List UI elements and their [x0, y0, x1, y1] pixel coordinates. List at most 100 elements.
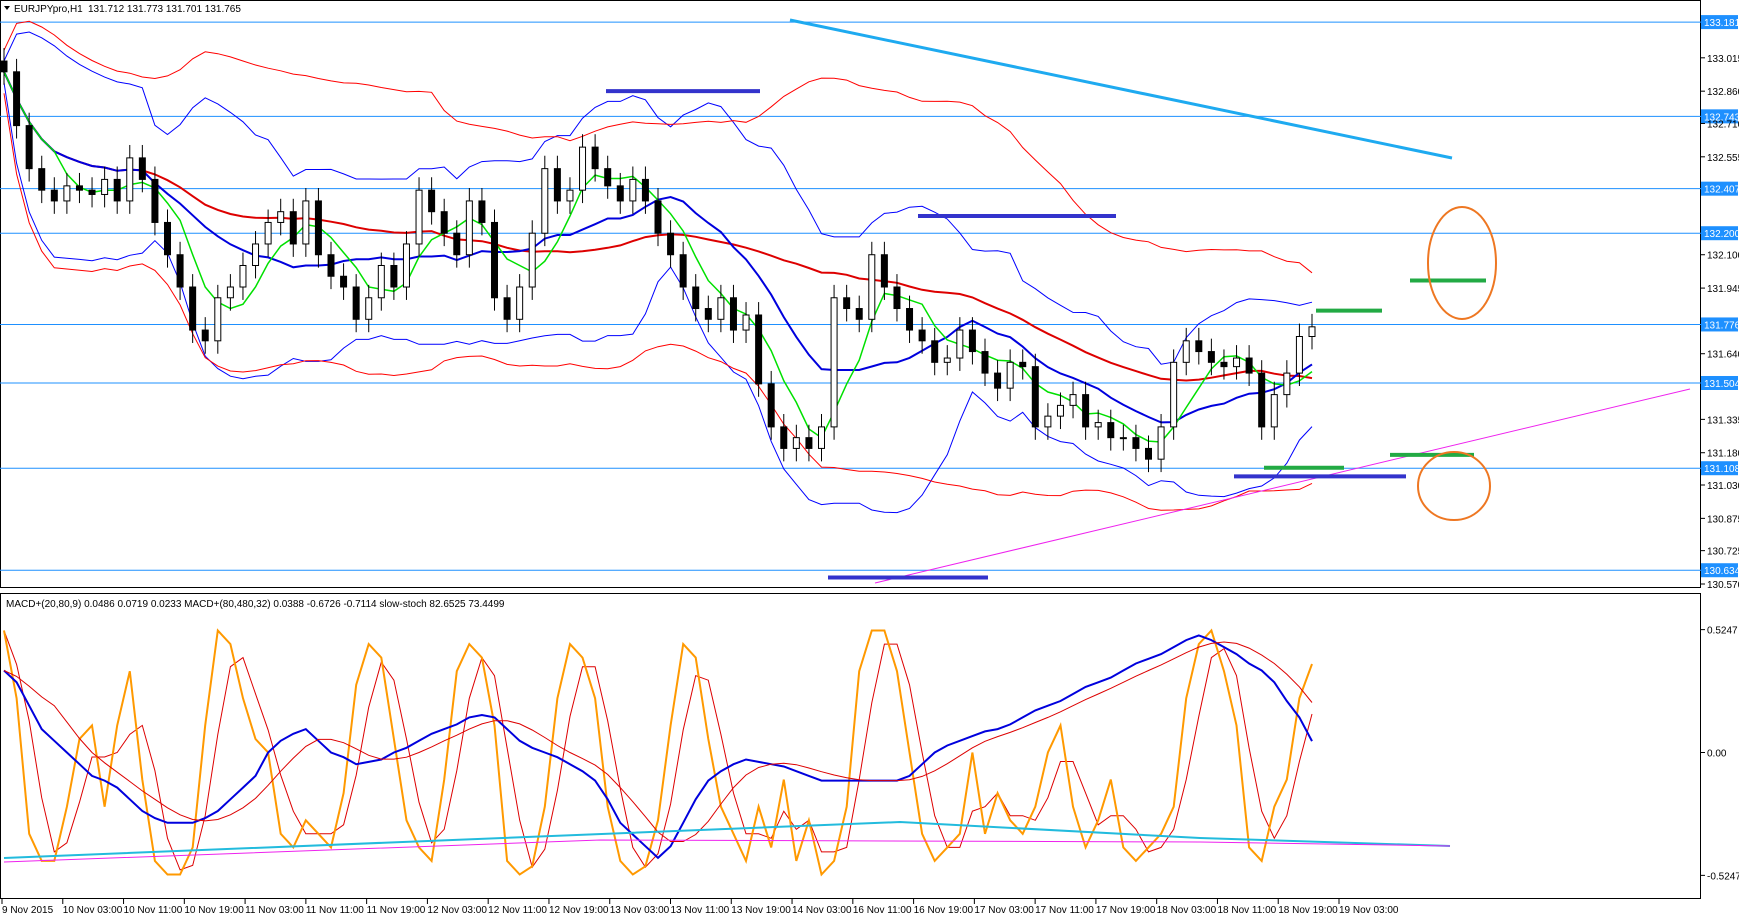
- symbol-header: EURJPYpro,H1: [14, 4, 83, 15]
- candles-group: [0, 48, 1316, 473]
- candle-body: [667, 232, 675, 256]
- y-tick-label: 132.555: [1707, 153, 1739, 164]
- candle-body: [189, 286, 197, 331]
- candle-body: [402, 243, 410, 288]
- ind-tick-label: 0.5247: [1707, 626, 1738, 637]
- candle-body: [289, 211, 297, 245]
- ind-tick-label: -0.5247: [1707, 871, 1739, 882]
- x-tick-label: 11 Nov 11:00: [306, 905, 364, 916]
- candle-body: [1069, 394, 1077, 406]
- level-label-bg: [1701, 15, 1738, 30]
- candle-body: [616, 185, 624, 202]
- level-label: 132.743: [1704, 112, 1739, 123]
- candle-body: [1119, 437, 1127, 440]
- y-tick-label: 131.640: [1707, 350, 1739, 361]
- candle-body: [1019, 361, 1027, 368]
- stoch-signal-line: [3, 630, 1313, 871]
- y-tick-label: 132.860: [1707, 87, 1739, 98]
- level-label: 133.181: [1704, 18, 1739, 29]
- x-tick-label: 16 Nov 11:00: [853, 905, 912, 916]
- candle-body: [541, 168, 549, 234]
- y-tick-label: 131.335: [1707, 415, 1739, 426]
- candle-body: [50, 189, 58, 202]
- candle-body: [591, 146, 599, 170]
- x-tick-label: 10 Nov 11:00: [124, 905, 183, 916]
- envelope-upper: [3, 20, 1313, 274]
- candle-body: [340, 275, 348, 288]
- level-label-bg: [1701, 317, 1738, 332]
- candle-body: [893, 286, 901, 310]
- macd-slow-line: [3, 820, 1451, 859]
- candle-body: [377, 264, 385, 299]
- level-label: 132.407: [1704, 185, 1739, 196]
- trendline-magenta: [874, 388, 1691, 584]
- price-panel-frame: [0, 0, 1701, 588]
- candle-body: [1182, 340, 1190, 363]
- candle-body: [880, 254, 888, 288]
- x-tick-label: 13 Nov 03:00: [610, 905, 670, 916]
- candle-body: [1220, 361, 1228, 368]
- candle-body: [38, 168, 46, 191]
- bollinger-lower: [3, 82, 1313, 514]
- candle-body: [692, 286, 700, 310]
- x-tick-label: 14 Nov 03:00: [792, 905, 852, 916]
- x-tick-label: 18 Nov 03:00: [1157, 905, 1217, 916]
- dropdown-arrow-icon[interactable]: [4, 6, 10, 10]
- candle-body: [1295, 336, 1303, 374]
- candle-body: [906, 308, 914, 331]
- x-tick-label: 9 Nov 2015: [2, 905, 54, 916]
- candle-body: [918, 329, 926, 342]
- candle-body: [1170, 361, 1178, 428]
- ind-tick-label: 0.00: [1707, 749, 1727, 760]
- candle-body: [390, 264, 398, 288]
- candle-body: [579, 146, 587, 191]
- candle-body: [805, 437, 813, 449]
- highlight-circle-bottom: [1417, 451, 1491, 521]
- candle-body: [943, 357, 951, 363]
- candle-body: [126, 157, 134, 202]
- candle-body: [503, 297, 511, 320]
- x-tick-label: 17 Nov 03:00: [974, 905, 1034, 916]
- x-tick-label: 13 Nov 19:00: [731, 905, 791, 916]
- level-label-bg: [1701, 375, 1738, 390]
- candle-body: [415, 189, 423, 245]
- x-tick-label: 12 Nov 19:00: [549, 905, 609, 916]
- highlight-circle-top: [1427, 206, 1497, 320]
- candle-body: [553, 168, 561, 202]
- candle-body: [138, 157, 146, 180]
- level-label: 130.634: [1704, 566, 1739, 577]
- y-tick-label: 132.100: [1707, 251, 1739, 262]
- candle-body: [1195, 340, 1203, 353]
- x-tick-label: 17 Nov 11:00: [1035, 905, 1094, 916]
- candle-body: [1245, 357, 1253, 374]
- candle-body: [1132, 437, 1140, 449]
- candle-body: [1270, 394, 1278, 428]
- candle-body: [239, 264, 247, 288]
- candle-body: [264, 221, 272, 245]
- x-tick-label: 12 Nov 03:00: [427, 905, 487, 916]
- level-label: 131.504: [1704, 379, 1739, 390]
- envelope-lower: [3, 93, 1313, 511]
- candle-body: [214, 297, 222, 342]
- x-tick-label: 12 Nov 11:00: [488, 905, 547, 916]
- y-tick-label: 131.180: [1707, 449, 1739, 460]
- candle-body: [440, 211, 448, 234]
- candle-body: [0, 60, 8, 73]
- candle-body: [792, 437, 800, 449]
- candle-body: [931, 340, 939, 363]
- level-label: 131.776: [1704, 320, 1739, 331]
- candle-body: [164, 221, 171, 256]
- candle-body: [1145, 447, 1152, 460]
- x-tick-label: 10 Nov 03:00: [63, 905, 123, 916]
- level-label-bg: [1701, 181, 1738, 196]
- candle-body: [1308, 326, 1316, 338]
- candle-body: [1107, 422, 1115, 439]
- level-label-bg: [1701, 226, 1738, 241]
- candle-body: [1207, 351, 1215, 363]
- y-tick-label: 130.570: [1707, 580, 1739, 591]
- candle-body: [365, 297, 373, 320]
- candle-body: [1044, 415, 1052, 428]
- candle-body: [1233, 357, 1241, 368]
- macd-slow-signal: [3, 839, 1451, 863]
